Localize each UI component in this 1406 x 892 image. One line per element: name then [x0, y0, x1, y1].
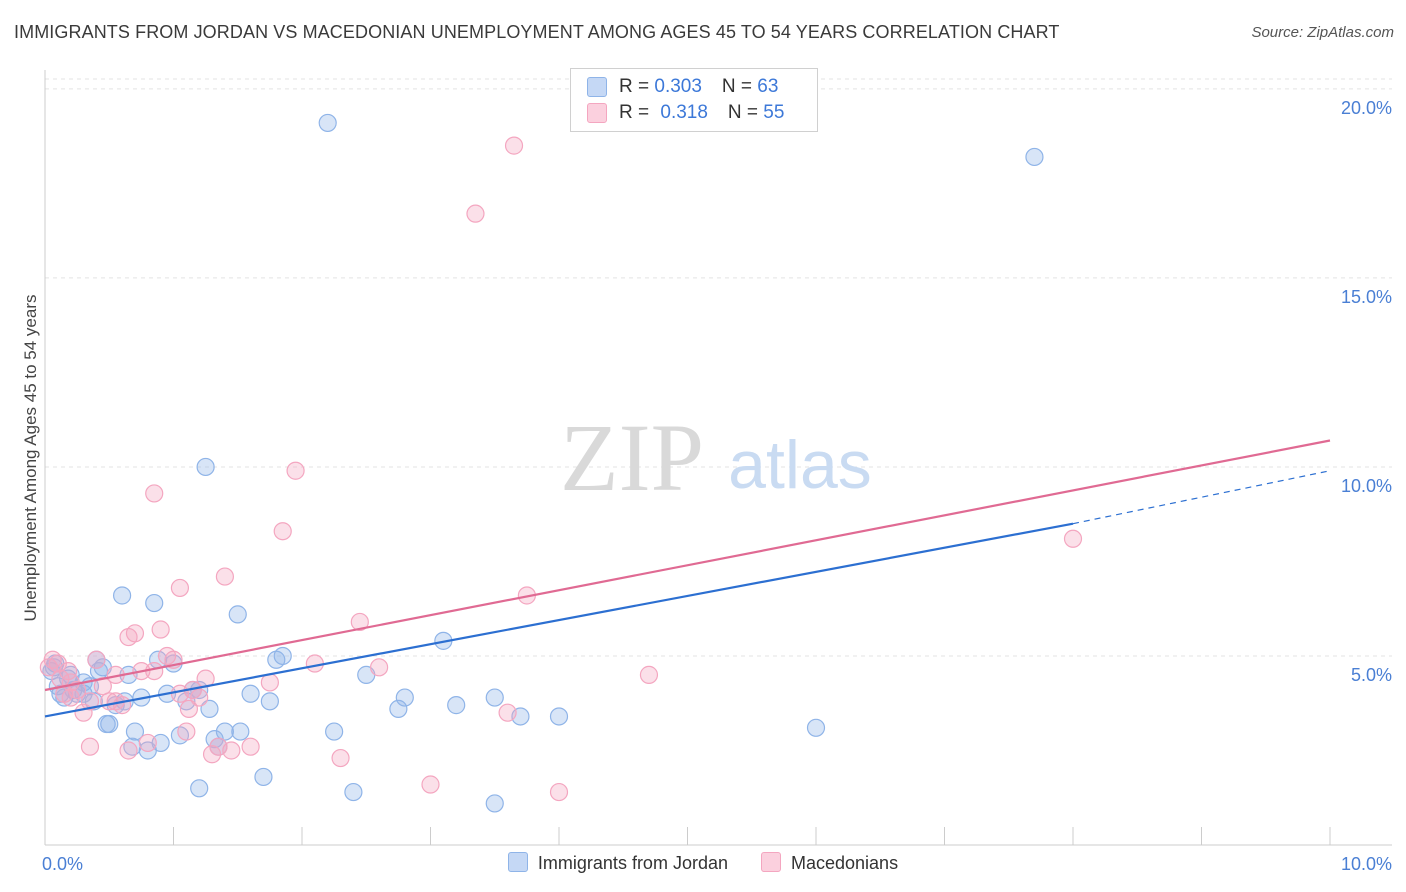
point-macedonians: [125, 624, 145, 643]
point-jordan: [549, 707, 569, 726]
point-jordan: [485, 688, 504, 707]
point-macedonians: [370, 658, 389, 677]
point-jordan: [125, 722, 145, 741]
point-macedonians: [202, 745, 222, 764]
correlation-legend: R = 0.303 N = 63 R = 0.318 N = 55: [570, 68, 818, 132]
point-macedonians: [305, 654, 324, 673]
point-macedonians: [177, 722, 196, 741]
point-jordan: [254, 767, 273, 787]
y-tick-label: 20.0%: [1341, 98, 1392, 118]
point-jordan: [485, 794, 504, 813]
point-jordan: [344, 782, 363, 802]
point-jordan: [112, 586, 132, 605]
legend-swatch-macedonians: [587, 102, 607, 123]
point-macedonians: [170, 684, 190, 703]
legend-r-label: R =: [619, 102, 655, 123]
point-jordan: [447, 696, 466, 715]
legend-n-value: 63: [757, 76, 779, 97]
point-macedonians: [498, 703, 517, 722]
legend-label-jordan: Immigrants from Jordan: [537, 853, 728, 873]
point-jordan: [100, 714, 119, 734]
gridlines: [45, 78, 1392, 657]
legend-n-value: 55: [763, 102, 785, 123]
point-jordan: [228, 605, 247, 624]
point-macedonians: [504, 136, 524, 155]
trend-line-macedonians: [44, 439, 1331, 692]
point-macedonians: [61, 688, 80, 707]
point-macedonians: [286, 461, 305, 480]
point-macedonians: [138, 733, 157, 753]
legend-item-jordan: Immigrants from Jordan: [507, 852, 728, 874]
legend-swatch-macedonians: [761, 852, 781, 872]
legend-n-label: N =: [727, 102, 764, 123]
y-tick-label: 15.0%: [1341, 287, 1392, 307]
point-macedonians: [466, 204, 485, 223]
point-macedonians: [222, 741, 241, 760]
point-macedonians: [87, 650, 106, 669]
point-macedonians: [190, 688, 209, 707]
chart-title: IMMIGRANTS FROM JORDAN VS MACEDONIAN UNE…: [14, 22, 1060, 42]
legend-item-macedonians: Macedonians: [761, 852, 898, 874]
legend-r-label: R =: [619, 76, 655, 97]
legend-row-jordan: R = 0.303 N = 63: [587, 76, 778, 100]
y-tick-label: 10.0%: [1341, 476, 1392, 496]
legend-swatch-jordan: [587, 76, 607, 97]
point-macedonians: [59, 661, 78, 681]
point-jordan: [145, 593, 164, 613]
point-macedonians: [145, 661, 164, 681]
point-macedonians: [331, 748, 350, 768]
point-macedonians: [215, 567, 234, 586]
point-jordan: [200, 699, 219, 719]
point-jordan: [151, 733, 170, 753]
watermark-atlas: atlas: [728, 427, 872, 503]
trend-lines: [44, 439, 1331, 718]
trend-line-jordan-extension: [1072, 470, 1331, 525]
point-jordan: [806, 718, 826, 737]
point-jordan: [241, 684, 260, 703]
point-jordan: [318, 113, 337, 133]
watermark-zip: ZIP: [560, 404, 704, 511]
point-macedonians: [80, 692, 100, 711]
point-macedonians: [421, 775, 440, 794]
series-legend: Immigrants from Jordan Macedonians: [0, 852, 1406, 874]
legend-r-value: 0.303: [654, 76, 702, 97]
point-macedonians: [1063, 529, 1083, 548]
point-macedonians: [273, 522, 292, 541]
point-macedonians: [179, 699, 199, 719]
point-jordan: [395, 688, 414, 707]
x-tick-label: 0.0%: [42, 854, 83, 874]
point-macedonians: [639, 665, 659, 684]
watermark: ZIP atlas: [560, 404, 872, 511]
point-jordan: [389, 699, 408, 719]
point-macedonians: [241, 737, 260, 756]
point-jordan: [231, 722, 250, 741]
point-jordan: [215, 722, 234, 741]
point-jordan: [196, 457, 215, 477]
point-macedonians: [151, 620, 170, 639]
legend-label-macedonians: Macedonians: [791, 853, 899, 873]
source-label: Source: ZipAtlas.com: [1251, 24, 1394, 41]
point-macedonians: [170, 578, 190, 598]
tick-labels: 5.0% 10.0% 15.0% 20.0% 0.0% 10.0%: [42, 98, 1392, 874]
point-macedonians: [350, 612, 369, 632]
point-jordan: [190, 779, 209, 798]
point-macedonians: [119, 741, 138, 760]
point-jordan: [260, 692, 279, 711]
trend-line-jordan: [44, 522, 1074, 718]
legend-r-value: 0.318: [660, 102, 708, 123]
legend-swatch-jordan: [507, 852, 528, 872]
point-macedonians: [48, 654, 67, 673]
point-jordan: [1025, 147, 1044, 167]
point-macedonians: [145, 484, 164, 503]
legend-row-macedonians: R = 0.318 N = 55: [587, 102, 784, 126]
point-macedonians: [80, 737, 100, 756]
point-macedonians: [68, 680, 87, 700]
point-jordan: [325, 722, 344, 741]
legend-n-label: N =: [721, 76, 758, 97]
point-macedonians: [549, 782, 569, 802]
point-jordan: [273, 646, 292, 666]
x-tick-label: 10.0%: [1341, 854, 1392, 874]
y-tick-label: 5.0%: [1351, 665, 1392, 685]
